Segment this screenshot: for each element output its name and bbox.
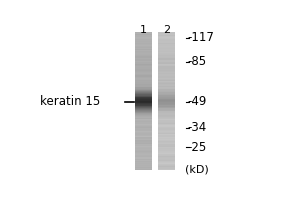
Text: -25: -25 xyxy=(188,141,207,154)
Text: 1: 1 xyxy=(140,25,147,35)
Text: -34: -34 xyxy=(188,121,207,134)
Text: (kD): (kD) xyxy=(185,165,208,175)
Text: -85: -85 xyxy=(188,55,207,68)
Text: keratin 15: keratin 15 xyxy=(40,95,100,108)
Text: -49: -49 xyxy=(188,95,207,108)
Text: 2: 2 xyxy=(163,25,170,35)
Text: -117: -117 xyxy=(188,31,214,44)
